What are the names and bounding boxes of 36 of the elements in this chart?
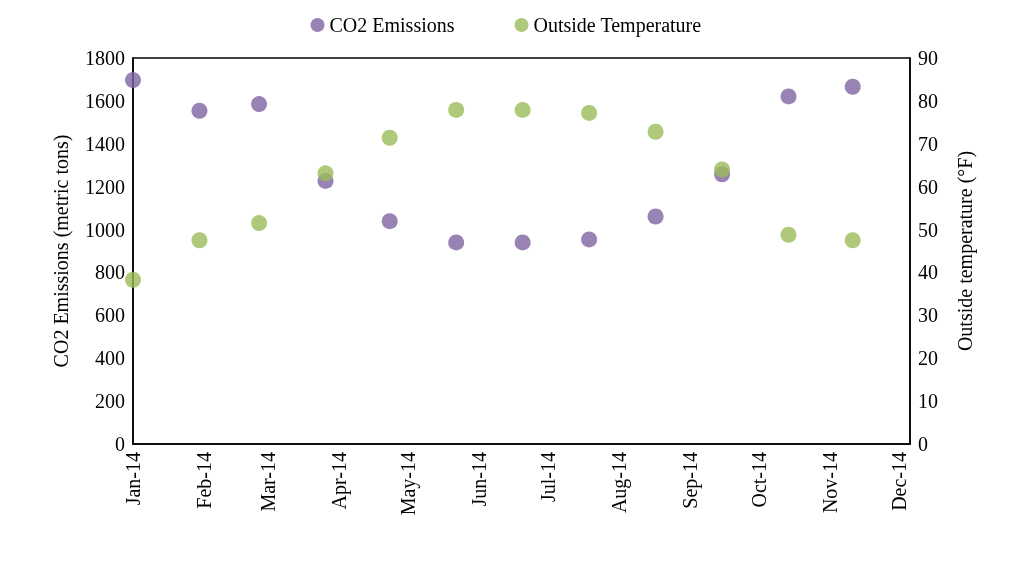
y-tick-label: 400 bbox=[95, 347, 125, 370]
y2-axis-title: Outside temperature (°F) bbox=[954, 150, 977, 352]
y-tick-label: 1200 bbox=[85, 175, 125, 198]
legend-label: Outside Temperature bbox=[533, 14, 702, 37]
y-tick-label: 1000 bbox=[85, 218, 125, 241]
x-tick-label: May-14 bbox=[397, 452, 421, 516]
y-tick-label: 1400 bbox=[85, 132, 125, 155]
x-tick-label: Jun-14 bbox=[468, 452, 491, 507]
x-tick-label: Jan-14 bbox=[122, 452, 144, 506]
x-tick-label: Nov-14 bbox=[818, 452, 841, 514]
legend-label: CO2 Emissions bbox=[329, 14, 455, 36]
y2-tick-label: 90 bbox=[918, 47, 938, 69]
y2-tick-label: 70 bbox=[918, 132, 938, 155]
y-tick-label: 600 bbox=[95, 304, 125, 327]
y-tick-label: 0 bbox=[115, 433, 125, 455]
y-tick-label: 1800 bbox=[85, 47, 125, 69]
y2-tick-label: 0 bbox=[918, 433, 928, 455]
x-tick-label: Aug-14 bbox=[607, 452, 631, 514]
y2-tick-label: 60 bbox=[918, 175, 938, 198]
y2-tick-label: 10 bbox=[918, 390, 938, 413]
y2-tick-label: 50 bbox=[918, 218, 938, 241]
y-tick-label: 800 bbox=[95, 261, 125, 284]
y2-tick-label: 20 bbox=[918, 347, 938, 370]
x-tick-label: Jul-14 bbox=[536, 452, 559, 502]
y2-tick-label: 30 bbox=[918, 304, 938, 327]
x-tick-label: Sep-14 bbox=[678, 452, 702, 509]
y2-tick-label: 40 bbox=[918, 261, 938, 284]
y2-tick-label: 80 bbox=[918, 89, 938, 112]
x-tick-label: Apr-14 bbox=[328, 452, 352, 510]
x-tick-label: Dec-14 bbox=[887, 452, 910, 511]
x-tick-label: Oct-14 bbox=[747, 452, 770, 508]
x-tick-label: Feb-14 bbox=[193, 452, 216, 509]
y-tick-label: 1600 bbox=[85, 89, 125, 112]
y-axis-title: CO2 Emissions (metric tons) bbox=[50, 134, 73, 368]
x-tick-label: Mar-14 bbox=[257, 452, 280, 512]
y-tick-label: 200 bbox=[95, 390, 125, 413]
